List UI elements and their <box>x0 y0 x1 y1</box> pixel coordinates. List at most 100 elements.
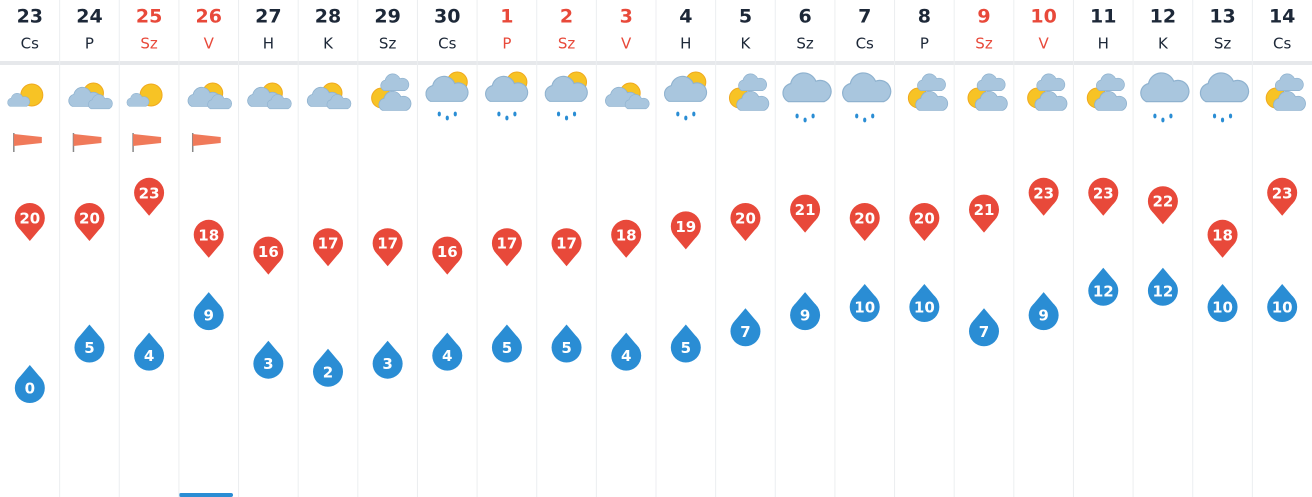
rain-drop <box>676 111 680 117</box>
rain-drop <box>556 111 561 117</box>
rain-drop <box>803 117 807 123</box>
min-temp: 10 <box>1212 299 1233 317</box>
max-temp: 23 <box>1033 184 1054 202</box>
max-temp: 18 <box>616 226 637 244</box>
max-temp-pin: 18 <box>1207 219 1238 258</box>
cloud-shape <box>736 90 770 111</box>
selected-indicator <box>179 493 233 497</box>
max-temp: 23 <box>139 184 160 202</box>
weekday: V <box>621 35 632 53</box>
weather-icon <box>1265 73 1306 111</box>
cloud-shape <box>1034 90 1068 111</box>
min-temp-drop: 10 <box>1267 284 1298 322</box>
date: 11 <box>1090 6 1116 28</box>
date: 8 <box>918 6 931 28</box>
max-temp-pin: 17 <box>491 228 522 267</box>
min-temp-drop: 12 <box>1088 267 1119 306</box>
max-temp-pin: 21 <box>969 194 999 233</box>
drop-circle <box>432 340 463 371</box>
cloud-shape <box>326 94 352 110</box>
rain-drop <box>684 115 688 121</box>
weather-icon <box>187 82 232 110</box>
cloud-shape <box>425 75 469 102</box>
cloud-shape <box>1140 72 1190 103</box>
date: 2 <box>560 6 573 28</box>
pin-circle <box>611 219 642 250</box>
rain-drop <box>871 113 875 119</box>
min-temp-drop: 7 <box>730 308 761 347</box>
cloud <box>1273 90 1306 111</box>
pin-circle <box>134 177 165 208</box>
min-temp: 9 <box>1038 307 1048 325</box>
cloud-shape <box>974 90 1008 111</box>
pin-circle <box>491 228 522 259</box>
max-temp: 19 <box>675 218 696 236</box>
max-temp-pin: 19 <box>670 211 701 250</box>
rain-drop <box>513 111 517 117</box>
min-temp: 10 <box>1272 299 1293 317</box>
rain-drop <box>692 111 696 117</box>
date: 7 <box>858 6 871 28</box>
min-temp: 10 <box>854 299 875 317</box>
date: 30 <box>434 6 460 28</box>
min-temp: 7 <box>740 323 750 341</box>
weekday: V <box>204 35 215 53</box>
rain-drop <box>445 115 449 121</box>
weekday: K <box>323 35 334 53</box>
pin-circle <box>1147 186 1178 217</box>
min-temp: 4 <box>442 347 452 365</box>
min-temp: 4 <box>621 347 631 365</box>
cloud <box>1140 72 1190 103</box>
max-temp-pin: 20 <box>730 203 761 241</box>
weekday: Sz <box>796 35 814 53</box>
weather-icon <box>371 73 412 111</box>
weekday: Cs <box>1273 35 1291 53</box>
rain-drop <box>1161 117 1165 123</box>
date: 25 <box>136 6 162 28</box>
min-temp: 5 <box>561 339 571 357</box>
date: 9 <box>977 6 990 28</box>
weekday: V <box>1039 35 1050 53</box>
weekday: Cs <box>438 35 456 53</box>
drop-circle <box>313 356 343 387</box>
max-temp-pin: 23 <box>1267 177 1298 216</box>
drop-circle <box>1207 292 1238 322</box>
min-temp-drop: 4 <box>611 332 642 371</box>
max-temp-pin: 20 <box>74 203 105 241</box>
max-temp-pin: 18 <box>611 219 642 258</box>
weekday: K <box>741 35 752 53</box>
weather-icon <box>306 82 352 110</box>
cloud <box>380 73 410 91</box>
date: 28 <box>315 6 341 28</box>
max-temp: 16 <box>258 243 279 261</box>
pin-circle <box>790 194 821 225</box>
pin-circle <box>730 203 761 233</box>
cloud <box>1036 73 1066 91</box>
pin-circle <box>313 228 343 259</box>
cloud <box>7 93 30 107</box>
rain-drop <box>505 115 509 121</box>
max-temp: 17 <box>556 235 577 253</box>
pin-circle <box>14 203 45 233</box>
pin-circle <box>372 228 403 259</box>
pin-circle <box>1028 177 1059 208</box>
max-temp: 18 <box>198 226 219 244</box>
max-temp-pin: 16 <box>253 236 284 275</box>
cloud-shape <box>1274 73 1304 91</box>
max-temp: 20 <box>854 210 875 228</box>
weather-icon <box>663 71 708 121</box>
windsock <box>13 134 42 146</box>
weather-icon <box>842 72 892 123</box>
date: 1 <box>500 6 513 28</box>
drop-circle <box>1088 275 1119 306</box>
cloud <box>842 72 892 103</box>
cloud-shape <box>1199 72 1250 103</box>
weather-icon <box>68 82 113 110</box>
max-temp: 23 <box>1093 184 1114 202</box>
max-temp: 20 <box>735 210 756 228</box>
max-temp-pin: 23 <box>1028 177 1059 216</box>
weather-icon <box>485 71 529 121</box>
drop-circle <box>611 340 642 371</box>
rain-drop <box>572 111 577 117</box>
